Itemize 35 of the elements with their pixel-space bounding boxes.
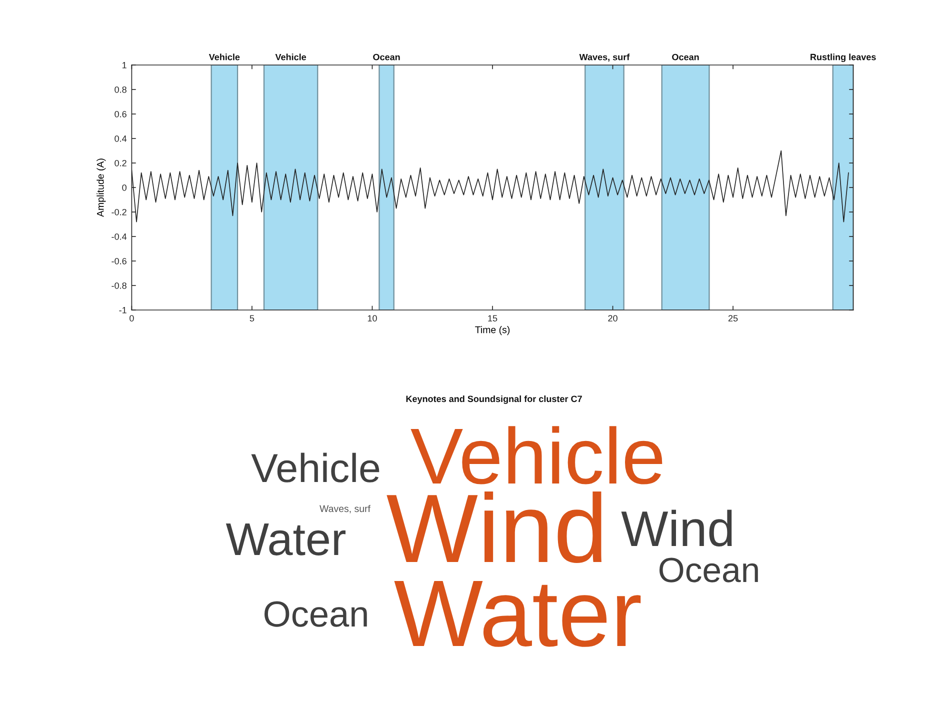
y-tick-label: -0.6	[112, 258, 126, 264]
text: Wind	[621, 510, 732, 546]
text: Vehicle	[410, 426, 662, 484]
text: Water	[394, 581, 641, 647]
band-label: Rustling leaves	[810, 54, 876, 62]
y-tick-label: -0.4	[112, 233, 127, 240]
y-tick-label: -0.2	[112, 208, 126, 216]
x-tick-label: 5	[250, 315, 254, 322]
text: Ocean	[264, 601, 367, 627]
y-axis-title: Amplitude (A)	[96, 158, 106, 217]
x-tick-label: 20	[608, 315, 618, 322]
y-tick-label: 1	[122, 62, 126, 68]
x-axis-title: Time (s)	[475, 326, 510, 336]
x-tick-label: 10	[368, 315, 377, 322]
band-label: Vehicle	[275, 54, 306, 60]
text: Vehicle	[251, 452, 380, 482]
x-tick-label: 15	[488, 315, 498, 322]
text: Wind	[386, 492, 602, 563]
text: Keynotes and Soundsignal for cluster C7	[406, 395, 582, 404]
y-tick-label: 0.4	[114, 135, 127, 142]
y-tick-label: 0	[122, 184, 126, 191]
y-tick-label: 0.6	[114, 110, 126, 118]
y-tick-label: 0.2	[114, 160, 126, 166]
band-label: Ocean	[373, 54, 400, 60]
band-label: Vehicle	[208, 54, 240, 60]
y-tick-label: 0.8	[114, 86, 126, 93]
x-tick-label: 0	[130, 315, 134, 322]
x-tick-label: 25	[728, 315, 738, 322]
text: Waves, surf	[320, 504, 370, 514]
band-label: Ocean	[672, 54, 699, 60]
y-tick-label: -1	[119, 307, 126, 314]
band-label: Waves, surf	[579, 54, 630, 62]
text: Water	[226, 523, 346, 556]
text: Ocean	[659, 558, 758, 582]
y-tick-label: -0.8	[112, 282, 126, 289]
